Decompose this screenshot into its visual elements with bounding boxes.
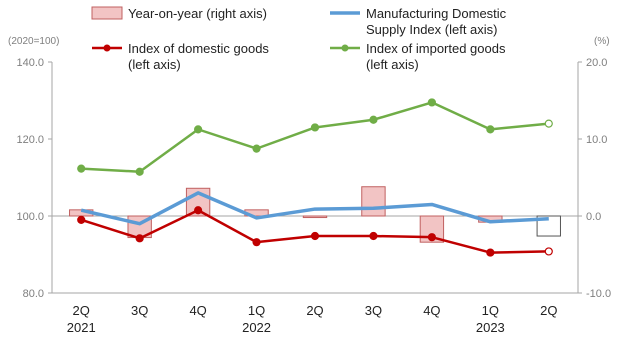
right-axis-unit: (%) — [594, 36, 610, 47]
right-tick-label: -10.0 — [586, 288, 611, 300]
left-tick-label: 100.0 — [16, 211, 44, 223]
legend-label: Manufacturing Domestic — [366, 6, 507, 21]
axes: 80.0 100.0 120.0 140.0 -10.0 0.0 10.0 20.0 — [16, 57, 611, 300]
yoy-bar — [361, 186, 386, 217]
quarter-label: 2Q — [306, 303, 323, 318]
quarter-label: 4Q — [189, 303, 206, 318]
legend-bar-swatch — [91, 6, 123, 20]
imported-goods-point — [252, 144, 261, 153]
quarter-label: 2Q — [73, 303, 90, 318]
legend-label: Index of imported goods — [366, 41, 506, 56]
domestic-goods-point — [369, 231, 378, 241]
yoy-bar — [419, 215, 445, 243]
year-label: 2023 — [476, 320, 505, 335]
quarter-label: 1Q — [248, 303, 265, 318]
right-tick-label: 0.0 — [586, 211, 601, 223]
category-labels: 2Q 2021 3Q 4Q 1Q 2022 2Q 3Q 4Q 1Q 2023 2Q — [67, 303, 558, 335]
domestic-goods-point — [310, 231, 320, 241]
imported-goods-point — [427, 98, 436, 107]
imported-goods-point — [369, 115, 378, 124]
year-label: 2021 — [67, 320, 96, 335]
quarter-label: 1Q — [482, 303, 499, 318]
imported-goods-point — [77, 164, 86, 173]
right-tick-label: 10.0 — [586, 134, 607, 146]
domestic-goods-point — [77, 215, 86, 224]
left-tick-label: 80.0 — [23, 288, 44, 300]
domestic-goods-point — [544, 247, 553, 256]
legend: Year-on-year (right axis) Manufacturing D… — [91, 6, 507, 72]
quarter-label: 4Q — [423, 303, 440, 318]
imported-goods-point — [194, 125, 203, 134]
domestic-goods-point — [486, 248, 495, 257]
left-axis-unit: (2020=100) — [8, 36, 59, 47]
legend-label: (left axis) — [128, 57, 181, 72]
right-tick-label: 20.0 — [586, 57, 607, 69]
left-tick-label: 140.0 — [16, 57, 44, 69]
left-tick-label: 120.0 — [16, 134, 44, 146]
legend-marker — [103, 44, 111, 52]
mfg-supply-line — [80, 191, 549, 226]
yoy-bar — [302, 215, 328, 219]
domestic-goods-point — [135, 234, 144, 243]
imported-goods-point — [135, 167, 144, 176]
imported-goods-point — [310, 123, 320, 132]
quarter-label: 2Q — [540, 303, 557, 318]
legend-label: Year-on-year (right axis) — [128, 6, 267, 21]
year-label: 2022 — [242, 320, 271, 335]
imported-goods-point — [544, 119, 553, 128]
line-series — [77, 98, 553, 257]
legend-label: Index of domestic goods — [128, 41, 269, 56]
yoy-bar — [536, 215, 561, 237]
legend-marker — [341, 44, 349, 52]
domestic-goods-point — [427, 233, 436, 242]
imported-goods-point — [486, 125, 495, 134]
quarter-label: 3Q — [131, 303, 148, 318]
imported-goods-line — [81, 101, 549, 173]
domestic-goods-point — [252, 238, 261, 247]
domestic-goods-point — [194, 206, 203, 215]
legend-label: Supply Index (left axis) — [366, 22, 498, 37]
quarter-label: 3Q — [365, 303, 382, 318]
legend-label: (left axis) — [366, 57, 419, 72]
